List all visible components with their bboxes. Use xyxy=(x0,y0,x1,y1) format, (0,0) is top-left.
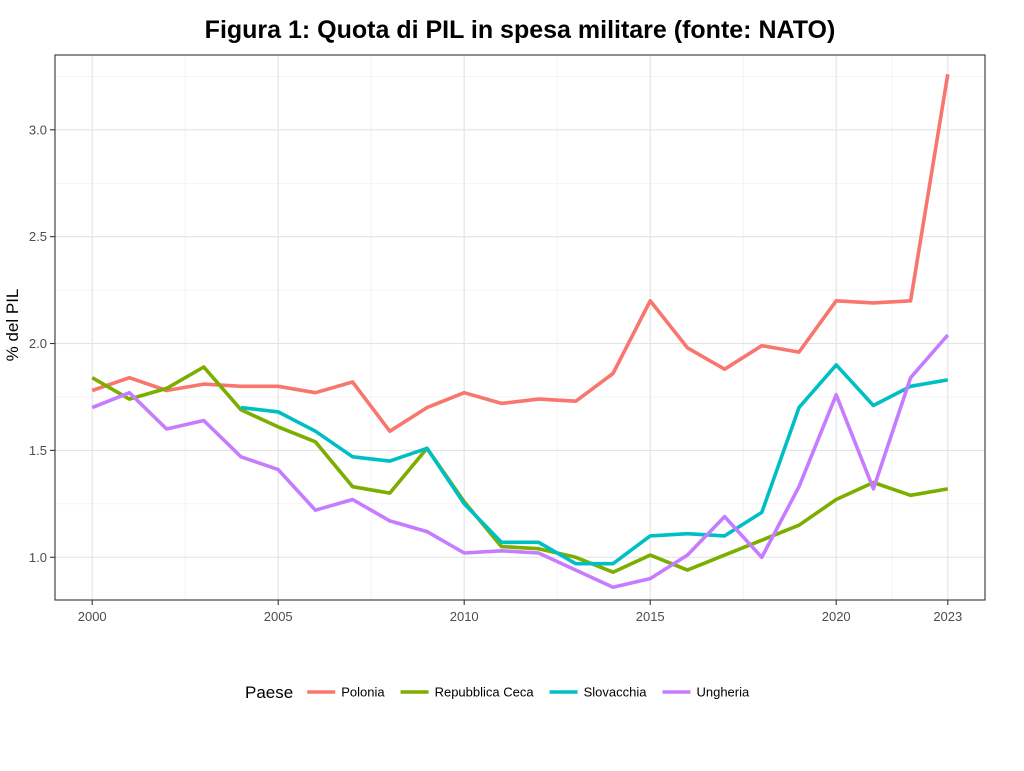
y-tick-label: 2.0 xyxy=(29,336,47,351)
x-tick-label: 2000 xyxy=(78,609,107,624)
legend-label-ungheria: Ungheria xyxy=(696,685,750,700)
x-tick-label: 2023 xyxy=(933,609,962,624)
x-tick-label: 2015 xyxy=(636,609,665,624)
panel-border xyxy=(54,54,986,601)
grid xyxy=(55,55,985,600)
legend-label-slovacchia: Slovacchia xyxy=(584,685,648,700)
legend-label-polonia: Polonia xyxy=(341,685,385,700)
series-line-slovacchia xyxy=(240,363,949,566)
y-tick-label: 3.0 xyxy=(29,122,47,137)
legend-title: Paese xyxy=(245,683,293,702)
series-line-polonia xyxy=(91,73,950,434)
x-tick-label: 2020 xyxy=(822,609,851,624)
y-tick-label: 1.5 xyxy=(29,443,47,458)
series-lines xyxy=(91,73,950,590)
series-line-ungheria xyxy=(91,333,950,590)
x-axis: 2000 2005 2010 2015 2020 2023 xyxy=(78,600,962,624)
series-line-repubblica-ceca xyxy=(91,365,949,575)
y-axis-label: % del PIL xyxy=(3,289,22,362)
y-tick-label: 2.5 xyxy=(29,229,47,244)
x-tick-label: 2005 xyxy=(264,609,293,624)
y-tick-label: 1.0 xyxy=(29,550,47,565)
x-tick-label: 2010 xyxy=(450,609,479,624)
legend-label-repubblica-ceca: Repubblica Ceca xyxy=(435,685,535,700)
legend: Paese Polonia Repubblica Ceca Slovacchia Un… xyxy=(245,683,750,702)
chart-title: Figura 1: Quota di PIL in spesa militare… xyxy=(205,16,836,44)
y-axis: 1.0 1.5 2.0 2.5 3.0 xyxy=(29,122,55,565)
legend-items: Polonia Repubblica Ceca Slovacchia Ungheria xyxy=(307,685,750,700)
